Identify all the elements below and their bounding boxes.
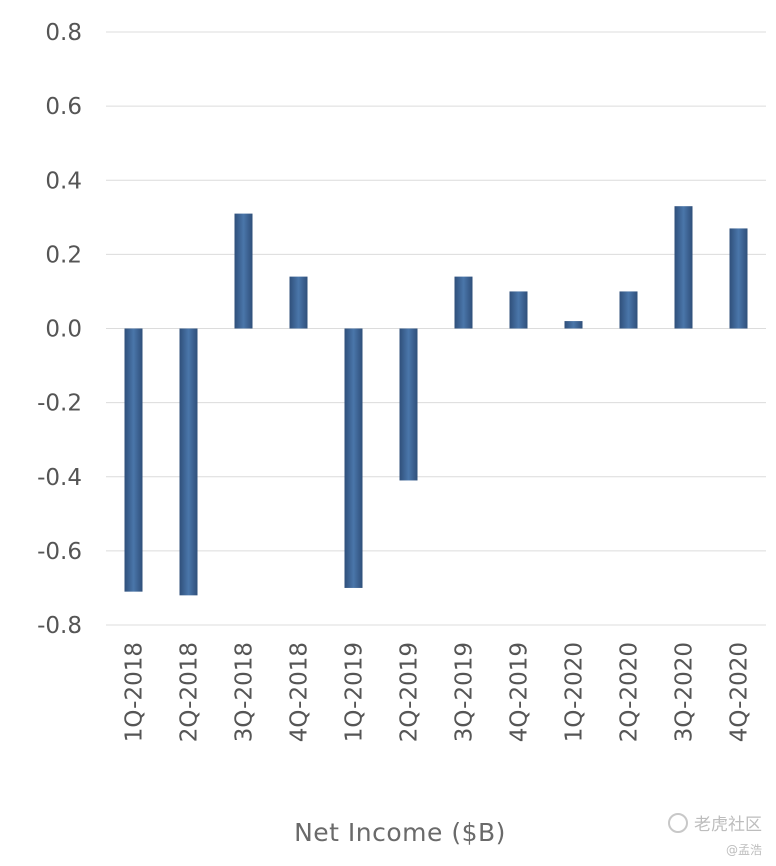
y-tick-label: 0.8 <box>45 20 82 46</box>
bar-3Q-2019 <box>454 276 473 329</box>
x-tick-label: 3Q-2018 <box>232 642 258 742</box>
y-tick-label: 0.2 <box>45 242 82 268</box>
x-tick-label: 3Q-2020 <box>672 642 698 742</box>
bar-1Q-2019 <box>344 328 363 588</box>
x-tick-label: 1Q-2020 <box>562 642 588 742</box>
y-tick-label: -0.8 <box>37 613 82 639</box>
x-axis-label: Net Income ($B) <box>294 818 506 847</box>
x-tick-label: 4Q-2020 <box>727 642 753 742</box>
y-tick-label: -0.4 <box>37 465 82 491</box>
x-tick-label: 2Q-2018 <box>177 642 203 742</box>
x-tick-label: 2Q-2019 <box>397 642 423 742</box>
bar-2Q-2019 <box>399 328 418 481</box>
bar-4Q-2018 <box>289 276 308 329</box>
bar-4Q-2020 <box>729 228 748 329</box>
y-tick-label: -0.6 <box>37 539 82 565</box>
y-tick-label: 0.0 <box>45 317 82 343</box>
gridlines <box>106 31 766 626</box>
watermark: 老虎社区 @孟浩 <box>668 810 762 858</box>
watermark-text: 老虎社区 <box>694 815 762 835</box>
bar-4Q-2019 <box>509 291 528 329</box>
net-income-chart: 0.8 0.6 0.4 0.2 0.0 -0.2 -0.4 -0.6 -0.8 1Q-2018 2… <box>37 20 766 742</box>
x-tick-label: 4Q-2018 <box>287 642 313 742</box>
y-tick-label: 0.4 <box>45 168 82 194</box>
x-tick-label: 1Q-2018 <box>122 642 148 742</box>
x-tick-label: 2Q-2020 <box>617 642 643 742</box>
watermark-author: @孟浩 <box>725 843 762 857</box>
bar-3Q-2020 <box>674 206 693 329</box>
bar-1Q-2020 <box>564 321 583 329</box>
bar-3Q-2018 <box>234 213 253 329</box>
x-tick-label: 3Q-2019 <box>452 642 478 742</box>
watermark-logo-icon <box>668 812 688 833</box>
y-tick-label: -0.2 <box>37 391 82 417</box>
bar-2Q-2018 <box>179 328 198 596</box>
bar-2Q-2020 <box>619 291 638 329</box>
bars <box>124 206 748 596</box>
y-axis-ticks: 0.8 0.6 0.4 0.2 0.0 -0.2 -0.4 -0.6 -0.8 <box>37 20 82 639</box>
x-tick-label: 1Q-2019 <box>342 642 368 742</box>
y-tick-label: 0.6 <box>45 94 82 120</box>
x-tick-label: 4Q-2019 <box>507 642 533 742</box>
x-axis-ticks: 1Q-2018 2Q-2018 3Q-2018 4Q-2018 1Q-2019 2Q-20… <box>122 642 753 742</box>
bar-1Q-2018 <box>124 328 143 592</box>
